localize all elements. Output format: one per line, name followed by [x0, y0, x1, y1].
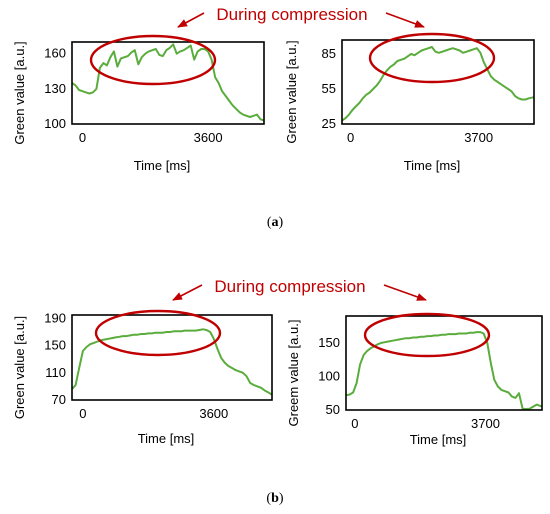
x-tick-label: 0	[79, 130, 86, 145]
plot-frame	[341, 39, 535, 125]
panel-label-b: (b)	[266, 491, 283, 506]
y-axis-label: Green value [a.u.]	[12, 316, 27, 419]
y-axis-label: Greem value [a.u.]	[286, 320, 301, 427]
x-tick-label: 0	[351, 416, 358, 431]
y-axis-label: Green value [a.u.]	[284, 40, 299, 143]
series-line	[71, 328, 273, 396]
annotation-text-b: During compression	[214, 277, 365, 296]
series-line	[345, 331, 543, 410]
y-tick-label: 100	[318, 368, 340, 383]
y-tick-label: 70	[52, 392, 66, 407]
series-line	[71, 43, 265, 122]
y-tick-label: 110	[45, 365, 66, 380]
plot-frame	[71, 314, 273, 401]
x-tick-label: 3600	[199, 406, 228, 421]
panel-label-a: (a)	[267, 215, 284, 230]
compression-oval	[363, 312, 491, 358]
x-axis-label: Time [ms]	[138, 431, 195, 446]
compression-oval	[368, 32, 496, 84]
annotation-b: During compression	[172, 277, 427, 301]
y-axis-label: Green value [a.u.]	[12, 41, 27, 144]
annotation-arrow-left-b	[172, 284, 203, 301]
x-tick-label: 0	[79, 406, 86, 421]
x-tick-label: 3600	[194, 130, 223, 145]
x-axis-label: Time [ms]	[404, 158, 461, 173]
y-tick-label: 130	[44, 81, 66, 96]
x-tick-label: 0	[347, 130, 354, 145]
annotation-arrow-left-a	[177, 12, 205, 28]
compression-oval	[89, 34, 217, 86]
x-tick-label: 3700	[464, 130, 493, 145]
y-tick-label: 100	[44, 116, 66, 131]
y-tick-label: 160	[44, 46, 66, 61]
y-tick-label: 85	[322, 46, 336, 61]
annotation-arrow-right-a	[385, 12, 425, 28]
x-axis-label: Time [ms]	[134, 158, 191, 173]
x-axis-label: Time [ms]	[410, 432, 467, 447]
plot-frame	[345, 315, 543, 411]
y-tick-label: 50	[326, 402, 340, 417]
annotation-a: During compression	[177, 5, 425, 28]
annotation-arrow-right-b	[383, 284, 427, 301]
chart-b-right: 50 100 150 0 3700 Time [ms] Greem value [a.u.]	[286, 312, 543, 447]
x-tick-label: 3700	[471, 416, 500, 431]
y-tick-label: 55	[322, 81, 336, 96]
y-tick-label: 25	[322, 116, 336, 131]
annotation-text-a: During compression	[216, 5, 367, 24]
series-line	[341, 46, 535, 122]
plot-frame	[71, 41, 265, 125]
y-tick-label: 150	[44, 338, 66, 353]
chart-b-left: 70 110 150 190 0 3600 Time [ms] Green value [a.…	[12, 309, 273, 446]
compression-oval	[94, 309, 222, 357]
y-tick-label: 190	[44, 310, 66, 325]
y-tick-label: 150	[318, 335, 340, 350]
